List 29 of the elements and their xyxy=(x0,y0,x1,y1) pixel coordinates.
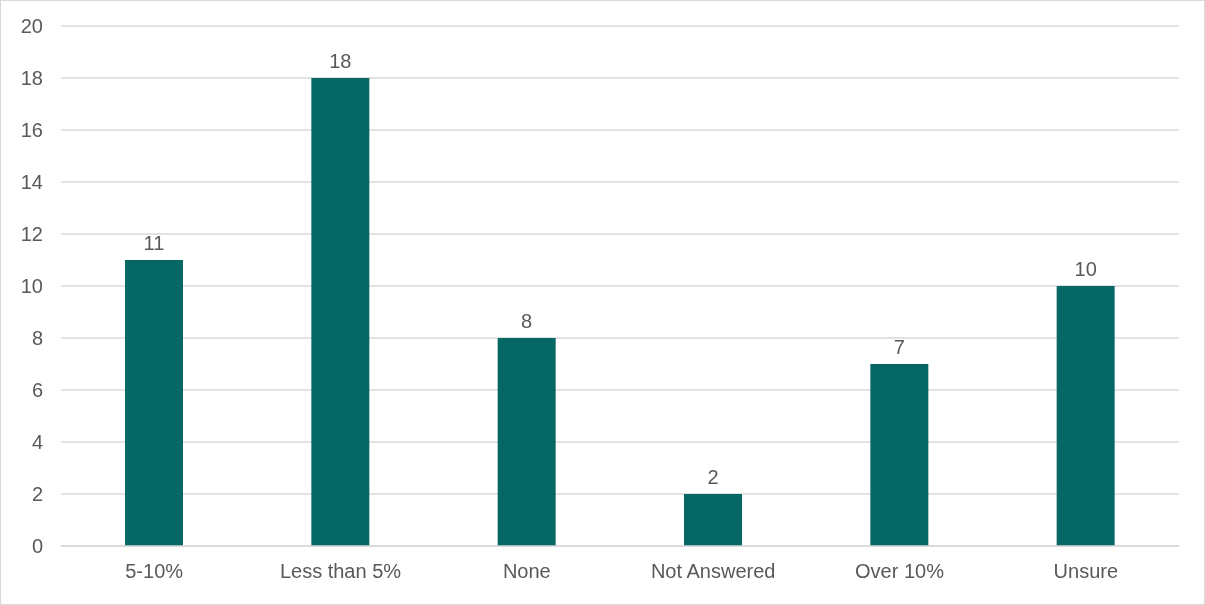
y-tick-label: 18 xyxy=(20,67,43,90)
y-tick-label: 0 xyxy=(31,535,43,558)
bar xyxy=(1056,286,1115,546)
bar xyxy=(870,364,929,546)
y-tick-label: 6 xyxy=(31,379,43,402)
y-tick-label: 2 xyxy=(31,483,43,506)
data-label: 2 xyxy=(707,466,719,488)
y-tick-label: 20 xyxy=(20,15,43,38)
data-label: 10 xyxy=(1074,258,1097,280)
x-tick-label: Over 10% xyxy=(855,560,945,583)
data-label: 7 xyxy=(893,336,905,358)
y-tick-label: 8 xyxy=(31,327,43,350)
y-tick-label: 4 xyxy=(31,431,43,454)
data-label: 8 xyxy=(521,310,533,332)
y-tick-label: 12 xyxy=(20,223,43,246)
y-tick-label: 10 xyxy=(20,275,43,298)
bar xyxy=(684,494,742,546)
x-tick-label: 5-10% xyxy=(125,560,184,583)
bar xyxy=(125,260,183,546)
y-tick-label: 16 xyxy=(20,119,43,142)
data-label: 11 xyxy=(143,232,165,254)
data-label: 18 xyxy=(329,50,352,72)
bar xyxy=(497,338,556,546)
bar xyxy=(311,78,370,546)
y-tick-label: 14 xyxy=(20,171,43,194)
x-tick-label: None xyxy=(502,560,551,583)
x-tick-label: Less than 5% xyxy=(279,560,402,583)
x-tick-label: Unsure xyxy=(1053,560,1119,583)
x-tick-label: Not Answered xyxy=(650,560,776,583)
